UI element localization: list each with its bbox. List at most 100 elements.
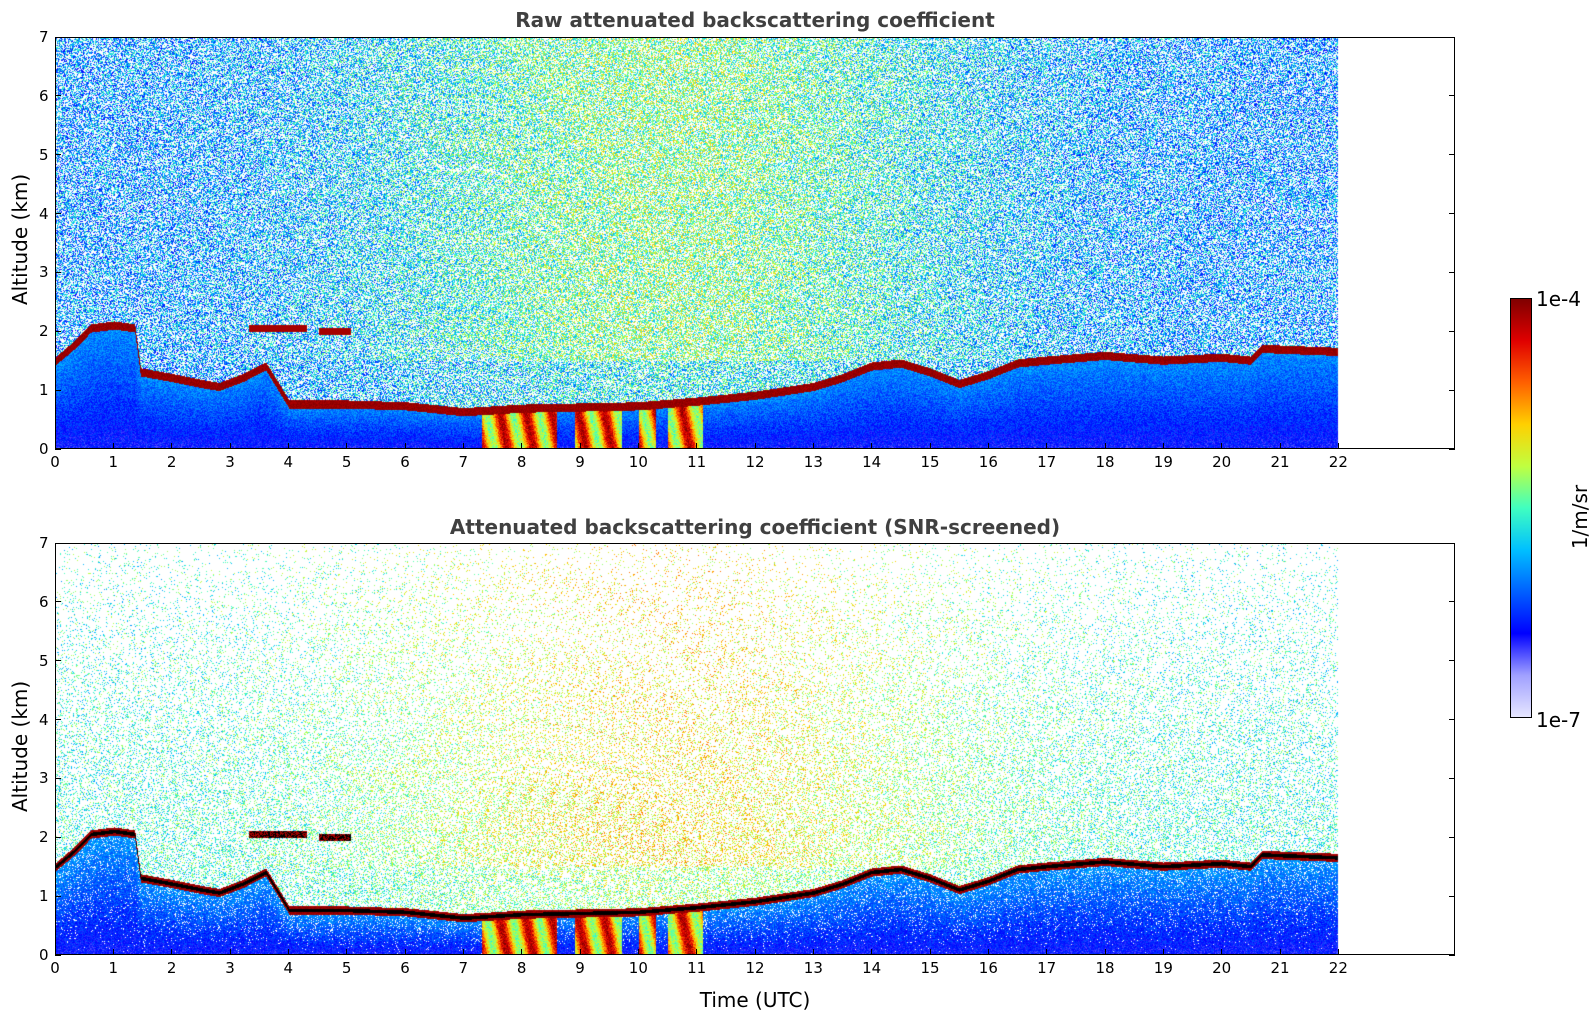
x-tick-mark [987, 949, 989, 955]
x-tick-label: 17 [1037, 959, 1057, 977]
x-tick-mark [1104, 949, 1106, 955]
x-tick-mark [1279, 949, 1281, 955]
x-tick-label: 11 [687, 453, 707, 471]
y-tick-mark [55, 213, 61, 215]
x-tick-label: 6 [400, 453, 410, 471]
x-tick-label: 22 [1328, 453, 1348, 471]
x-tick-mark [929, 443, 931, 449]
x-tick-label: 6 [400, 959, 410, 977]
y-tick-mark [1449, 448, 1455, 450]
y-tick-label: 1 [39, 887, 49, 906]
x-tick-label: 20 [1212, 959, 1232, 977]
x-tick-label: 0 [50, 453, 60, 471]
y-tick-mark [1449, 213, 1455, 215]
x-tick-mark [1046, 443, 1048, 449]
y-tick-label: 5 [39, 145, 49, 164]
y-tick-mark [1449, 895, 1455, 897]
x-tick-mark [521, 443, 523, 449]
y-tick-mark [55, 389, 61, 391]
x-tick-mark [1162, 443, 1164, 449]
x-tick-label: 21 [1270, 959, 1290, 977]
x-tick-mark [112, 443, 114, 449]
x-tick-label: 13 [803, 453, 823, 471]
y-tick-label: 3 [39, 263, 49, 282]
y-tick-mark [55, 777, 61, 779]
x-tick-mark [404, 949, 406, 955]
y-tick-label: 4 [39, 710, 49, 729]
x-tick-mark [462, 443, 464, 449]
plot-area-bottom [55, 543, 1455, 955]
y-tick-label: 5 [39, 651, 49, 670]
y-tick-mark [1449, 389, 1455, 391]
y-tick-mark [55, 601, 61, 603]
y-tick-label: 2 [39, 322, 49, 341]
x-tick-mark [754, 949, 756, 955]
y-tick-mark [1449, 836, 1455, 838]
x-tick-label: 20 [1212, 453, 1232, 471]
x-tick-label: 2 [166, 453, 177, 471]
x-tick-label: 8 [516, 959, 527, 977]
y-tick-label: 6 [39, 592, 49, 611]
y-tick-mark [1449, 330, 1455, 332]
x-tick-mark [871, 949, 873, 955]
x-tick-label: 12 [745, 959, 765, 977]
x-tick-label: 9 [575, 453, 585, 471]
y-tick-mark [1449, 777, 1455, 779]
x-tick-mark [987, 443, 989, 449]
x-tick-label: 12 [745, 453, 765, 471]
y-tick-mark [55, 154, 61, 156]
y-tick-mark [55, 895, 61, 897]
y-tick-mark [1449, 719, 1455, 721]
x-tick-label: 2 [166, 959, 177, 977]
chart-title-top: Raw attenuated backscattering coefficien… [515, 8, 995, 32]
colorbar-max-label: 1e-4 [1536, 287, 1581, 311]
x-tick-label: 10 [628, 453, 648, 471]
x-axis-label-bottom: Time (UTC) [699, 988, 811, 1012]
x-tick-label: 10 [628, 959, 648, 977]
x-tick-mark [1104, 443, 1106, 449]
x-tick-label: 18 [1095, 453, 1115, 471]
x-tick-label: 14 [862, 959, 882, 977]
x-tick-mark [1337, 949, 1339, 955]
x-tick-mark [1221, 949, 1223, 955]
x-tick-mark [346, 949, 348, 955]
x-tick-label: 22 [1328, 959, 1348, 977]
x-tick-mark [521, 949, 523, 955]
x-tick-label: 8 [516, 453, 527, 471]
x-tick-label: 11 [687, 959, 707, 977]
x-tick-label: 19 [1153, 453, 1173, 471]
y-tick-mark [55, 271, 61, 273]
y-tick-label: 0 [39, 440, 49, 458]
x-tick-label: 5 [341, 453, 352, 471]
x-tick-label: 9 [575, 959, 585, 977]
y-tick-mark [55, 330, 61, 332]
y-tick-mark [55, 836, 61, 838]
x-tick-label: 3 [225, 453, 235, 471]
heatmap-bottom [56, 544, 1454, 954]
heatmap-top [56, 38, 1454, 448]
y-tick-mark [1449, 660, 1455, 662]
x-tick-mark [929, 949, 931, 955]
x-tick-label: 13 [803, 959, 823, 977]
y-tick-mark [55, 542, 61, 544]
x-tick-label: 4 [283, 453, 294, 471]
x-tick-label: 5 [341, 959, 352, 977]
x-tick-mark [696, 443, 698, 449]
x-tick-mark [1279, 443, 1281, 449]
y-tick-label: 2 [39, 828, 49, 847]
x-tick-mark [579, 443, 581, 449]
x-tick-mark [287, 949, 289, 955]
x-tick-mark [637, 949, 639, 955]
x-tick-mark [1162, 949, 1164, 955]
x-tick-label: 19 [1153, 959, 1173, 977]
x-tick-mark [404, 443, 406, 449]
y-tick-mark [55, 448, 61, 450]
x-tick-mark [812, 443, 814, 449]
x-tick-mark [171, 443, 173, 449]
x-tick-mark [696, 949, 698, 955]
y-tick-mark [1449, 954, 1455, 956]
y-tick-mark [55, 36, 61, 38]
x-tick-mark [579, 949, 581, 955]
x-tick-mark [754, 443, 756, 449]
plot-area-top [55, 37, 1455, 449]
